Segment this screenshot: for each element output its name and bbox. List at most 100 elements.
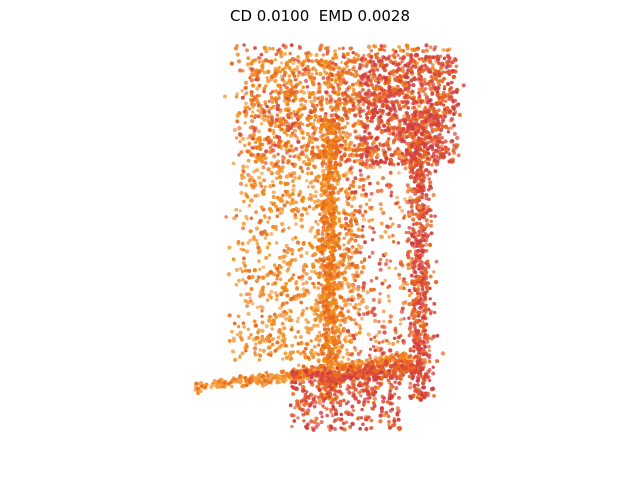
point bbox=[422, 385, 427, 390]
point bbox=[458, 113, 462, 118]
point bbox=[377, 330, 382, 335]
point bbox=[416, 249, 421, 253]
point bbox=[358, 114, 363, 118]
point bbox=[402, 139, 407, 144]
point bbox=[280, 285, 285, 290]
point bbox=[296, 55, 300, 59]
point bbox=[433, 279, 439, 285]
point bbox=[267, 216, 272, 220]
point bbox=[276, 152, 280, 156]
point bbox=[412, 144, 417, 148]
point bbox=[384, 224, 390, 229]
point bbox=[408, 385, 413, 390]
point bbox=[299, 340, 304, 346]
point bbox=[416, 294, 421, 300]
point bbox=[452, 131, 457, 136]
point bbox=[321, 209, 327, 215]
point bbox=[385, 93, 390, 98]
point bbox=[281, 259, 287, 264]
point bbox=[293, 133, 297, 138]
point bbox=[263, 161, 268, 165]
point bbox=[307, 68, 311, 72]
point bbox=[342, 319, 348, 324]
point bbox=[347, 153, 353, 158]
point bbox=[277, 255, 282, 260]
point bbox=[427, 69, 432, 74]
point bbox=[363, 125, 367, 130]
point bbox=[266, 220, 270, 224]
point bbox=[352, 305, 356, 309]
point bbox=[289, 356, 294, 361]
point bbox=[328, 105, 333, 110]
point bbox=[322, 358, 326, 362]
point bbox=[353, 129, 358, 134]
point bbox=[425, 339, 430, 344]
point bbox=[324, 97, 329, 102]
point bbox=[411, 122, 415, 126]
point bbox=[405, 239, 409, 244]
point bbox=[265, 76, 269, 80]
point bbox=[409, 144, 414, 149]
point bbox=[271, 183, 276, 188]
point bbox=[448, 90, 452, 95]
point bbox=[359, 294, 363, 298]
point bbox=[341, 93, 345, 98]
point bbox=[437, 96, 441, 100]
point bbox=[317, 153, 322, 158]
point bbox=[328, 201, 333, 206]
point bbox=[284, 288, 289, 293]
point bbox=[420, 236, 425, 241]
point bbox=[286, 121, 291, 126]
point bbox=[395, 195, 400, 200]
point bbox=[292, 74, 297, 78]
point bbox=[354, 69, 358, 74]
point bbox=[343, 267, 348, 271]
point bbox=[425, 100, 430, 105]
point bbox=[264, 324, 269, 329]
point bbox=[273, 58, 277, 62]
point bbox=[408, 302, 413, 307]
point bbox=[420, 229, 425, 234]
point bbox=[377, 85, 382, 89]
point bbox=[385, 143, 390, 148]
point bbox=[250, 274, 255, 280]
point bbox=[320, 188, 325, 193]
point bbox=[358, 326, 363, 331]
point bbox=[348, 46, 353, 51]
point bbox=[405, 64, 410, 69]
point bbox=[381, 91, 386, 96]
point bbox=[363, 240, 367, 245]
point bbox=[440, 79, 445, 84]
point bbox=[412, 349, 416, 353]
point bbox=[262, 117, 267, 122]
point bbox=[262, 86, 267, 91]
point bbox=[330, 204, 334, 209]
point bbox=[343, 328, 347, 333]
point bbox=[445, 106, 450, 110]
point bbox=[267, 99, 271, 103]
point bbox=[310, 157, 315, 163]
point bbox=[357, 234, 361, 239]
point bbox=[371, 297, 376, 302]
point bbox=[280, 165, 285, 170]
point bbox=[331, 228, 335, 232]
point bbox=[331, 177, 336, 182]
point bbox=[354, 332, 359, 337]
point bbox=[307, 162, 312, 167]
point bbox=[375, 124, 381, 129]
point bbox=[242, 199, 246, 204]
point bbox=[288, 51, 292, 56]
point bbox=[277, 345, 282, 350]
point bbox=[431, 154, 436, 159]
point bbox=[242, 43, 246, 47]
point bbox=[315, 305, 320, 310]
point bbox=[414, 53, 420, 58]
point bbox=[367, 131, 372, 136]
point bbox=[342, 243, 346, 247]
point bbox=[284, 60, 289, 66]
point bbox=[385, 258, 389, 263]
point bbox=[347, 57, 351, 62]
point bbox=[291, 273, 296, 277]
point bbox=[364, 91, 369, 96]
point bbox=[261, 265, 266, 269]
